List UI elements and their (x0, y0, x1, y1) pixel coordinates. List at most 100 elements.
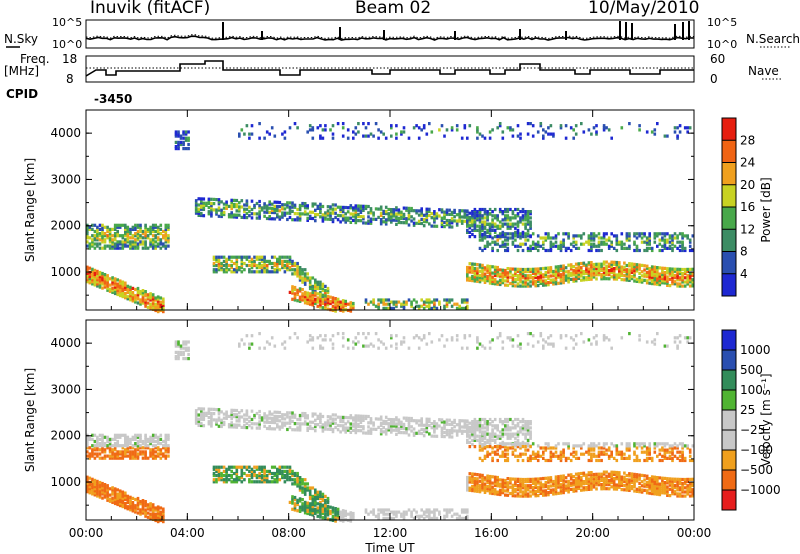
velocity-cell (334, 513, 337, 517)
velocity-cell (225, 473, 228, 478)
power-cell (96, 276, 99, 280)
velocity-cell (425, 423, 429, 427)
velocity-cell (443, 424, 446, 428)
power-cell (493, 228, 497, 232)
power-cell (217, 206, 221, 210)
velocity-cell (473, 472, 477, 476)
velocity-cell (341, 417, 345, 422)
velocity-cell (162, 452, 165, 456)
power-cell (428, 304, 431, 308)
velocity-cell (268, 471, 271, 476)
velocity-cell (367, 429, 370, 433)
power-cell (126, 225, 130, 229)
power-cell (653, 274, 657, 278)
velocity-cell (144, 437, 147, 441)
power-cell (536, 284, 540, 288)
power-cell (225, 259, 228, 263)
velocity-cell (111, 492, 114, 496)
velocity-cell (202, 407, 206, 411)
velocity-cell (255, 467, 259, 471)
power-cell (253, 261, 256, 266)
power-cell (483, 274, 487, 278)
power-cell (602, 232, 606, 236)
power-cell (612, 273, 616, 277)
power-cell (519, 136, 522, 140)
power-cell (478, 263, 482, 267)
velocity-cell (498, 490, 502, 494)
velocity-cell (481, 442, 484, 447)
velocity-cell (91, 490, 94, 494)
power-cell (91, 242, 94, 246)
velocity-cell (481, 448, 484, 452)
power-cell (113, 291, 117, 296)
velocity-cell (291, 471, 294, 476)
power-cell (428, 207, 431, 211)
velocity-cell (379, 340, 383, 344)
power-cell (453, 208, 456, 212)
velocity-cell (134, 452, 137, 456)
power-cell (466, 210, 469, 214)
power-cell (683, 280, 687, 284)
power-cell (440, 224, 444, 229)
power-cell (116, 286, 119, 290)
velocity-cell (291, 428, 294, 432)
power-cell (592, 238, 596, 242)
velocity-cell (276, 473, 279, 478)
power-cell (144, 223, 147, 227)
power-cell (278, 209, 282, 213)
power-cell (559, 124, 563, 128)
power-cell (276, 215, 279, 219)
power-cell (511, 134, 515, 138)
power-cell (478, 207, 482, 212)
velocity-cell (298, 499, 302, 503)
velocity-cell (491, 338, 494, 342)
power-cell (633, 262, 636, 266)
velocity-cell (230, 473, 233, 478)
velocity-cell (243, 419, 246, 423)
velocity-cell (319, 425, 322, 429)
power-cell (417, 209, 421, 213)
velocity-cell (240, 415, 244, 419)
velocity-cell (478, 473, 482, 477)
power-cell (564, 246, 568, 250)
power-cell (582, 130, 586, 134)
power-cell (258, 204, 261, 208)
velocity-cell (478, 438, 482, 442)
velocity-cell (98, 495, 102, 499)
power-cell (524, 218, 527, 222)
power-cell (306, 295, 309, 299)
power-cell (334, 211, 337, 215)
power-cell (243, 261, 246, 266)
power-cell (635, 265, 639, 269)
velocity-cell (151, 511, 155, 515)
velocity-cell (481, 446, 484, 450)
power-cell (557, 271, 560, 275)
power-cell (354, 218, 358, 223)
power-cell (341, 126, 345, 130)
power-cell (504, 244, 507, 248)
power-cell (567, 236, 570, 240)
power-cell (379, 220, 383, 224)
power-cell (341, 210, 345, 214)
velocity-cell (235, 476, 239, 480)
power-cell (648, 238, 651, 242)
power-cell (329, 207, 332, 211)
velocity-cell (422, 336, 426, 340)
velocity-cell (402, 336, 406, 340)
power-cell (273, 261, 277, 266)
power-cell (286, 268, 289, 272)
velocity-cell (291, 501, 294, 505)
velocity-cell (326, 511, 330, 515)
power-cell (321, 306, 325, 310)
velocity-cell (88, 454, 92, 458)
power-cell (600, 275, 603, 279)
power-cell (93, 246, 97, 250)
velocity-cell (91, 437, 94, 441)
velocity-cell (116, 456, 119, 460)
power-cell (108, 240, 112, 244)
power-cell (605, 232, 608, 236)
power-cell (559, 126, 563, 130)
power-cell (207, 199, 211, 203)
velocity-cell (116, 494, 119, 498)
power-cell (572, 234, 575, 238)
